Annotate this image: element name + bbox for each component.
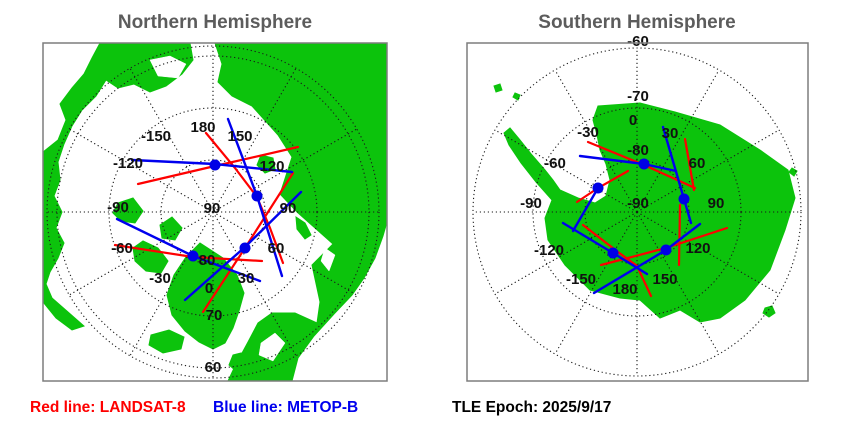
north-satellite-dots bbox=[187, 159, 263, 262]
south-grid-labels: -60 -70 -80 -90 0 30 60 90 120 150 180 -150-120 -90 -… bbox=[520, 33, 724, 298]
longitude-radial bbox=[494, 211, 638, 295]
groundtrack-landsat-8 bbox=[677, 203, 682, 267]
land-island-2 bbox=[788, 167, 798, 177]
satellite-position-dot bbox=[239, 242, 251, 254]
land-iceland bbox=[148, 329, 185, 354]
sea-hudson-bay bbox=[92, 280, 128, 320]
grid-label: -120 bbox=[113, 155, 143, 172]
grid-label: 60 bbox=[689, 155, 706, 172]
satellite-position-dot bbox=[607, 247, 619, 259]
longitude-radial bbox=[636, 211, 720, 355]
north-grid-labels: 90 80 70 60 180 150 120 90 60 30 0 -30 -60 -90 -120 -15… bbox=[107, 119, 296, 376]
satellite-position-dot bbox=[209, 159, 221, 171]
grid-label: 180 bbox=[612, 281, 637, 298]
land-victoria-island bbox=[112, 197, 144, 224]
sea-baltic bbox=[258, 332, 286, 362]
satellite-position-dot bbox=[660, 244, 672, 256]
sea-ob-gulf bbox=[320, 247, 336, 272]
satellite-position-dot bbox=[638, 158, 650, 170]
land-island-1 bbox=[762, 305, 776, 318]
grid-label: 120 bbox=[685, 240, 710, 257]
grid-label: -90 bbox=[627, 195, 649, 212]
grid-label: -90 bbox=[520, 195, 542, 212]
legend-tle-epoch: TLE Epoch: 2025/9/17 bbox=[452, 399, 611, 416]
grid-label: -90 bbox=[107, 199, 129, 216]
south-map-frame bbox=[466, 42, 809, 382]
grid-label: 70 bbox=[206, 307, 223, 324]
longitude-radial bbox=[554, 69, 638, 213]
grid-label: 180 bbox=[190, 119, 215, 136]
grid-label: -60 bbox=[627, 33, 649, 50]
legend-metop: Blue line: METOP-B bbox=[213, 399, 358, 416]
longitude-radial bbox=[636, 211, 780, 295]
grid-label: 0 bbox=[629, 112, 637, 129]
grid-label: -30 bbox=[577, 124, 599, 141]
satellite-position-dot bbox=[251, 190, 263, 202]
grid-label: 90 bbox=[280, 200, 297, 217]
satellite-position-dot bbox=[187, 250, 199, 262]
groundtrack-landsat-8 bbox=[683, 137, 696, 192]
land-uk bbox=[228, 352, 244, 372]
land-baffin-island bbox=[132, 240, 169, 274]
longitude-radial bbox=[636, 69, 720, 213]
land-novaya-zemlya bbox=[295, 216, 312, 240]
satellite-position-dot bbox=[592, 182, 604, 194]
south-satellite-dots bbox=[592, 158, 690, 259]
grid-label: 150 bbox=[652, 271, 677, 288]
satellite-position-dot bbox=[678, 193, 690, 205]
legend-landsat: Red line: LANDSAT-8 bbox=[30, 399, 186, 416]
grid-label: 0 bbox=[205, 280, 213, 297]
grid-label: 120 bbox=[259, 158, 284, 175]
grid-label: -60 bbox=[544, 155, 566, 172]
land-island-3 bbox=[493, 83, 503, 93]
grid-label: 80 bbox=[199, 252, 216, 269]
north-map-frame bbox=[42, 42, 388, 382]
north-hemisphere-map: 90 80 70 60 180 150 120 90 60 30 0 -30 -60 -90 -120 -15… bbox=[42, 42, 388, 382]
grid-label: 150 bbox=[227, 128, 252, 145]
grid-label: 60 bbox=[268, 240, 285, 257]
grid-label: -80 bbox=[627, 142, 649, 159]
south-map-title: Southern Hemisphere bbox=[538, 12, 735, 33]
grid-label: 30 bbox=[238, 270, 255, 287]
grid-label: 30 bbox=[662, 125, 679, 142]
north-map-title: Northern Hemisphere bbox=[118, 12, 312, 33]
longitude-radial bbox=[636, 129, 780, 213]
south-hemisphere-map: -60 -70 -80 -90 0 30 60 90 120 150 180 -150-120 -90 -… bbox=[466, 33, 809, 382]
longitude-radial bbox=[494, 129, 638, 213]
land-franz-josef bbox=[296, 159, 309, 173]
grid-label: -70 bbox=[627, 88, 649, 105]
grid-label: 90 bbox=[204, 200, 221, 217]
grid-label: -120 bbox=[534, 242, 564, 259]
longitude-radial bbox=[554, 211, 638, 355]
sea-bering-hole bbox=[149, 55, 187, 79]
grid-label: -150 bbox=[566, 271, 596, 288]
grid-label: -60 bbox=[111, 240, 133, 257]
groundtrack-metop-b bbox=[571, 186, 600, 233]
grid-label: 60 bbox=[205, 359, 222, 376]
latitude-ring bbox=[472, 47, 802, 377]
grid-label: 90 bbox=[708, 195, 725, 212]
latitude-ring bbox=[46, 45, 380, 379]
grid-label: -30 bbox=[149, 270, 171, 287]
grid-label: -150 bbox=[141, 128, 171, 145]
